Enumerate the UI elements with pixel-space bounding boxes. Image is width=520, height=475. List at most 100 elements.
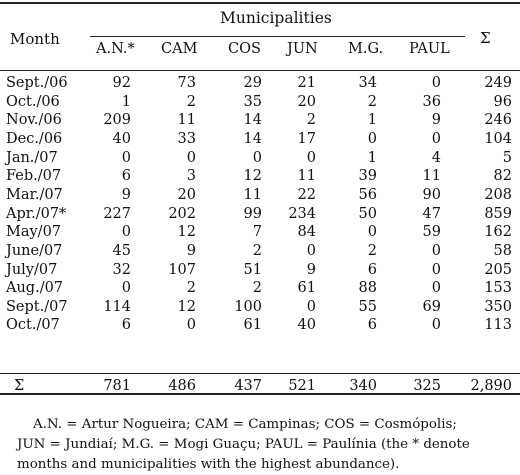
month-cell: Mar./07	[6, 186, 63, 203]
value-cell: 6	[367, 261, 377, 278]
total-cell: 859	[484, 205, 512, 222]
table-row: Mar./07 9 20 11 22 56 90 208	[0, 187, 520, 206]
table-bottom-rule	[0, 393, 520, 395]
col-header-cam: CAM	[161, 41, 198, 57]
month-cell: Nov./06	[6, 112, 62, 129]
total-cell: 5	[502, 149, 512, 166]
table-row: June/07 45 9 2 0 2 0 58	[0, 243, 520, 262]
col-header-jun: JUN	[287, 41, 318, 57]
value-cell: 14	[243, 112, 262, 129]
total-cell: 153	[484, 280, 512, 297]
value-cell: 9	[186, 242, 196, 259]
value-cell: 0	[186, 149, 196, 166]
value-cell: 0	[431, 75, 441, 91]
value-cell: 40	[112, 130, 131, 147]
value-cell: 202	[168, 205, 196, 222]
value-cell: 11	[177, 112, 196, 129]
value-cell: 209	[103, 112, 131, 129]
total-cell: 205	[484, 261, 512, 278]
total-cell: 82	[493, 168, 512, 185]
value-cell: 0	[252, 149, 262, 166]
total-cell: 96	[493, 93, 512, 110]
value-cell: 227	[103, 205, 131, 222]
value-cell: 2	[252, 280, 262, 297]
total-cell: 104	[484, 130, 512, 147]
value-cell: 437	[234, 378, 262, 394]
value-cell: 6	[367, 317, 377, 334]
value-cell: 0	[306, 149, 316, 166]
value-cell: 9	[306, 261, 316, 278]
table-row: Feb./07 6 3 12 11 39 11 82	[0, 168, 520, 187]
value-cell: 51	[243, 261, 262, 278]
value-cell: 2	[186, 280, 196, 297]
value-cell: 9	[431, 112, 441, 129]
municipalities-header: Municipalities	[220, 9, 332, 27]
value-cell: 1	[367, 112, 377, 129]
table-row: May/07 0 12 7 84 0 59 162	[0, 224, 520, 243]
table-row: Sept./07 114 12 100 0 55 69 350	[0, 299, 520, 318]
month-cell: Sept./06	[6, 75, 68, 91]
value-cell: 88	[358, 280, 377, 297]
col-header-cos: COS	[228, 41, 261, 57]
value-cell: 33	[177, 130, 196, 147]
value-cell: 0	[431, 280, 441, 297]
total-cell: 350	[484, 298, 512, 315]
value-cell: 6	[121, 317, 131, 334]
value-cell: 2	[367, 93, 377, 110]
value-cell: 0	[431, 130, 441, 147]
month-header: Month	[10, 30, 60, 48]
value-cell: 36	[422, 93, 441, 110]
value-cell: 0	[306, 242, 316, 259]
value-cell: 0	[367, 224, 377, 241]
table-row: Oct./07 6 0 61 40 6 0 113	[0, 317, 520, 336]
top-rule	[0, 2, 520, 4]
month-cell: Oct./06	[6, 93, 60, 110]
value-cell: 0	[121, 224, 131, 241]
value-cell: 21	[297, 75, 316, 91]
value-cell: 34	[358, 75, 377, 91]
value-cell: 11	[297, 168, 316, 185]
total-cell: 2,890	[470, 378, 512, 394]
value-cell: 1	[121, 93, 131, 110]
value-cell: 12	[243, 168, 262, 185]
month-cell: Oct./07	[6, 317, 60, 334]
table-row: Oct./06 1 2 35 20 2 36 96	[0, 94, 520, 113]
value-cell: 14	[243, 130, 262, 147]
total-cell: 208	[484, 186, 512, 203]
col-header-an: A.N.*	[96, 41, 135, 57]
total-cell: 246	[484, 112, 512, 129]
value-cell: 99	[243, 205, 262, 222]
value-cell: 2	[252, 242, 262, 259]
value-cell: 39	[358, 168, 377, 185]
value-cell: 521	[288, 378, 316, 394]
value-cell: 22	[297, 186, 316, 203]
value-cell: 20	[177, 186, 196, 203]
value-cell: 59	[422, 224, 441, 241]
total-cell: 249	[484, 75, 512, 91]
value-cell: 61	[297, 280, 316, 297]
month-cell: Jan./07	[6, 149, 58, 166]
month-cell: July/07	[6, 261, 58, 278]
value-cell: 2	[186, 93, 196, 110]
value-cell: 0	[306, 298, 316, 315]
value-cell: 0	[431, 317, 441, 334]
value-cell: 0	[431, 242, 441, 259]
value-cell: 11	[422, 168, 441, 185]
value-cell: 50	[358, 205, 377, 222]
table-row: Nov./06 209 11 14 2 1 9 246	[0, 112, 520, 131]
value-cell: 486	[168, 378, 196, 394]
value-cell: 340	[349, 378, 377, 394]
value-cell: 56	[358, 186, 377, 203]
value-cell: 40	[297, 317, 316, 334]
col-header-paul: PAUL	[409, 41, 450, 57]
value-cell: 90	[422, 186, 441, 203]
value-cell: 234	[288, 205, 316, 222]
value-cell: 781	[103, 378, 131, 394]
value-cell: 55	[358, 298, 377, 315]
header-bottom-rule	[0, 70, 520, 71]
value-cell: 2	[306, 112, 316, 129]
table-row: Jan./07 0 0 0 0 1 4 5	[0, 150, 520, 169]
value-cell: 0	[186, 317, 196, 334]
value-cell: 35	[243, 93, 262, 110]
value-cell: 2	[367, 242, 377, 259]
